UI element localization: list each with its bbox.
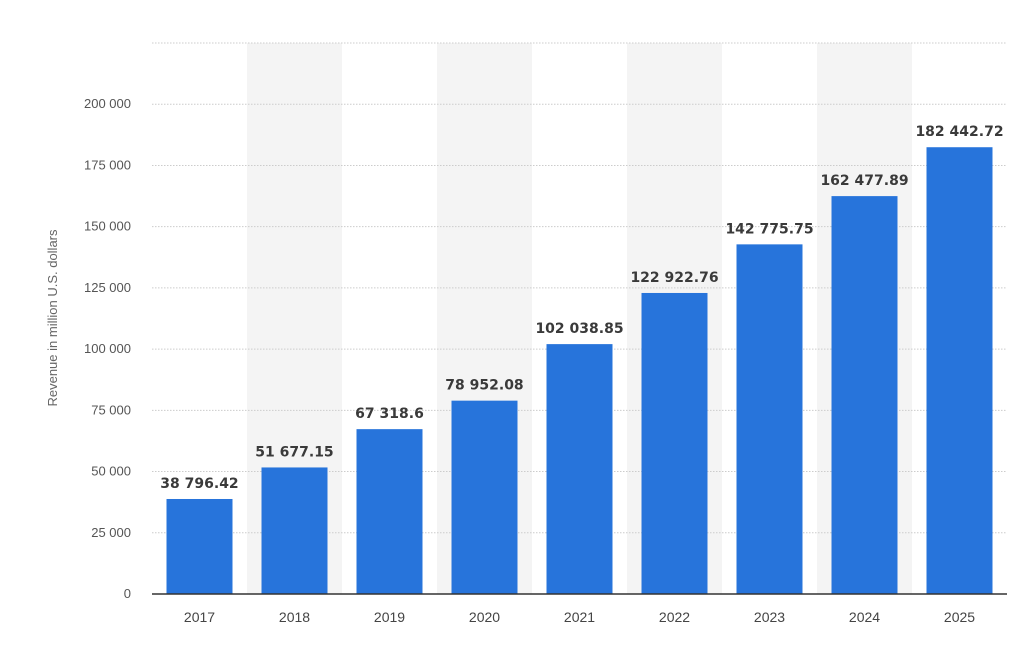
bar bbox=[641, 292, 708, 594]
data-label: 182 442.72 bbox=[915, 124, 1003, 140]
x-tick-label: 2017 bbox=[184, 609, 215, 625]
y-tick-label: 175 000 bbox=[84, 157, 131, 172]
x-tick-label: 2024 bbox=[849, 609, 880, 625]
x-tick-label: 2021 bbox=[564, 609, 595, 625]
x-tick-label: 2023 bbox=[754, 609, 785, 625]
y-tick-label: 50 000 bbox=[91, 464, 131, 479]
bar bbox=[451, 400, 518, 594]
data-label: 102 038.85 bbox=[535, 321, 623, 337]
bar bbox=[546, 344, 613, 594]
x-tick-label: 2018 bbox=[279, 609, 310, 625]
data-label: 122 922.76 bbox=[630, 270, 718, 286]
y-tick-label: 25 000 bbox=[91, 525, 131, 540]
y-axis-ticks: 0 25 000 50 000 75 000 100 000 125 000 150 000… bbox=[84, 96, 131, 601]
x-tick-label: 2022 bbox=[659, 609, 690, 625]
bar bbox=[831, 196, 898, 595]
y-tick-label: 0 bbox=[124, 586, 131, 601]
y-tick-label: 150 000 bbox=[84, 219, 131, 234]
bar bbox=[166, 498, 233, 594]
y-tick-label: 125 000 bbox=[84, 280, 131, 295]
y-axis-title: Revenue in million U.S. dollars bbox=[45, 229, 60, 407]
data-label: 162 477.89 bbox=[820, 173, 908, 189]
bar bbox=[356, 429, 423, 594]
data-label: 51 677.15 bbox=[255, 444, 333, 460]
data-label: 78 952.08 bbox=[445, 378, 523, 394]
data-label: 142 775.75 bbox=[725, 221, 813, 237]
bar bbox=[926, 147, 993, 594]
bar bbox=[736, 244, 803, 595]
data-labels: 38 796.42 51 677.15 67 318.6 78 952.08 102 0… bbox=[160, 124, 1003, 492]
bar bbox=[261, 467, 328, 594]
bars bbox=[166, 147, 993, 595]
x-tick-label: 2019 bbox=[374, 609, 405, 625]
y-tick-label: 200 000 bbox=[84, 96, 131, 111]
x-axis-ticks: 2017 2018 2019 2020 2021 2022 2023 2024 2025 bbox=[184, 609, 975, 625]
y-tick-label: 100 000 bbox=[84, 341, 131, 356]
y-tick-label: 75 000 bbox=[91, 402, 131, 417]
data-label: 38 796.42 bbox=[160, 476, 238, 492]
data-label: 67 318.6 bbox=[355, 406, 424, 422]
x-tick-label: 2020 bbox=[469, 609, 500, 625]
x-tick-label: 2025 bbox=[944, 609, 975, 625]
